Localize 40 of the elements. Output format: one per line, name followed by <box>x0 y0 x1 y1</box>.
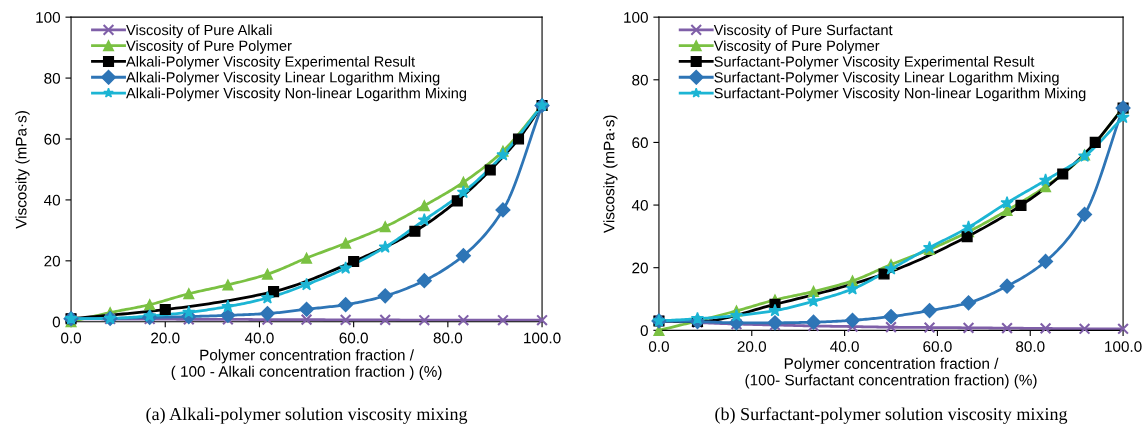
x-axis-title: Polymer concentration fraction / ( 100 - Alkali concentration fraction ) (%) <box>171 349 442 380</box>
y-axis-title: Viscosity (mPa·s) <box>15 111 30 229</box>
text: (b) Surfactant-polymer solution viscosity mixing <box>715 407 1068 424</box>
x-tick-label: 100.0 <box>524 332 561 344</box>
y-tick-label: 40 <box>631 199 648 211</box>
y-tick-label: 80 <box>632 74 648 86</box>
y-tick-label: 60 <box>632 137 648 149</box>
y-tick-label: 40 <box>43 194 61 206</box>
y-tick-label: 0 <box>640 325 648 337</box>
legend-label: Viscosity of Pure Polymer <box>713 40 880 54</box>
x-tick-label: 60.0 <box>923 341 952 352</box>
y-tick-label: 60 <box>44 133 61 145</box>
x-tick-label: 80.0 <box>433 332 463 344</box>
x-tick-label: 100.0 <box>1105 341 1142 352</box>
y-tick-label: 80 <box>44 72 61 84</box>
legend-label: Alkali-Polymer Viscosity Experimental Result <box>126 56 415 70</box>
x-tick-label: 0.0 <box>648 341 669 352</box>
legend-label: Alkali-Polymer Viscosity Linear Logarithm Mixing <box>126 71 440 86</box>
legend-label: Viscosity of Pure Alkali <box>126 24 272 39</box>
x-tick-label: 20.0 <box>737 341 767 352</box>
y-tick-label: 100 <box>36 12 61 23</box>
legend-label: Viscosity of Pure Surfactant <box>713 24 893 39</box>
x-tick-label: 40.0 <box>244 332 274 344</box>
x-tick-label: 0.0 <box>61 332 82 344</box>
legend-label: Surfactant-Polymer Viscosity Linear Logarithm Mixing <box>714 71 1059 86</box>
legend-label: Alkali-Polymer Viscosity Non-linear Logarithm Mixing <box>126 87 467 102</box>
x-axis-title: Polymer concentration fraction / (100- Surfactant concentration fraction) (%) <box>745 357 1037 389</box>
y-axis-title: Viscosity (mPa·s) <box>603 115 618 233</box>
x-tick-label: 20.0 <box>151 332 180 344</box>
legend-label: Viscosity of Pure Polymer <box>126 40 292 54</box>
y-tick-label: 0 <box>52 316 61 328</box>
y-tick-label: 20 <box>44 255 61 267</box>
y-tick-label: 100 <box>624 12 648 23</box>
x-tick-label: 40.0 <box>830 341 859 352</box>
legend-label: Surfactant-Polymer Viscosity Experimental Result <box>714 56 1035 70</box>
y-tick-label: 20 <box>632 262 648 274</box>
text: (a) Alkali-polymer solution viscosity mixing <box>146 407 468 424</box>
x-tick-label: 60.0 <box>339 332 368 344</box>
legend-label: Surfactant-Polymer Viscosity Non-linear Logarithm Mixing <box>714 87 1086 102</box>
x-tick-label: 80.0 <box>1016 341 1045 352</box>
